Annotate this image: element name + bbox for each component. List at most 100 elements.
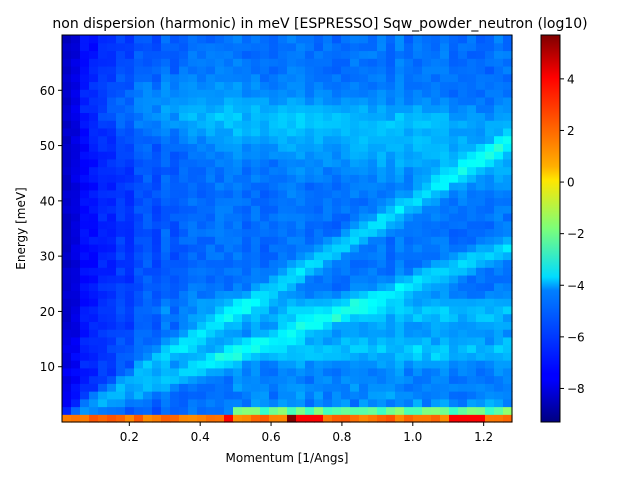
heatmap-cell: [206, 336, 216, 346]
heatmap-cell: [494, 251, 504, 261]
heatmap-cell: [467, 236, 477, 245]
heatmap-cell: [242, 414, 252, 423]
heatmap-cell: [332, 205, 342, 214]
heatmap-cell: [152, 112, 162, 121]
heatmap-cell: [323, 73, 333, 83]
heatmap-cell: [440, 236, 450, 245]
heatmap-cell: [386, 367, 396, 377]
heatmap-cell: [296, 290, 306, 299]
heatmap-cell: [440, 220, 450, 230]
heatmap-cell: [467, 50, 477, 59]
heatmap-cell: [89, 414, 99, 423]
heatmap-cell: [440, 35, 450, 44]
heatmap-cell: [134, 50, 144, 59]
heatmap-cell: [314, 166, 324, 175]
heatmap-cell: [458, 360, 468, 369]
heatmap-cell: [278, 182, 288, 191]
heatmap-cell: [395, 391, 405, 400]
heatmap-cell: [305, 367, 315, 377]
heatmap-cell: [359, 406, 369, 415]
heatmap-cell: [305, 259, 315, 268]
heatmap-cell: [494, 391, 504, 400]
heatmap-cell: [98, 259, 108, 268]
heatmap-cell: [269, 329, 279, 338]
heatmap-cell: [206, 174, 216, 183]
heatmap-cell: [107, 290, 117, 299]
heatmap-cell: [242, 50, 252, 59]
heatmap-cell: [467, 414, 477, 423]
heatmap-cell: [476, 383, 486, 392]
heatmap-cell: [134, 73, 144, 83]
heatmap-cell: [116, 414, 126, 423]
heatmap-cell: [89, 243, 99, 253]
heatmap-cell: [458, 267, 468, 276]
heatmap-cell: [260, 274, 270, 284]
heatmap-cell: [260, 360, 270, 369]
heatmap-cell: [242, 329, 252, 338]
heatmap-cell: [431, 50, 441, 59]
heatmap-cell: [323, 414, 333, 423]
heatmap-cell: [224, 42, 234, 52]
heatmap-cell: [251, 267, 261, 276]
heatmap-cell: [476, 290, 486, 299]
heatmap-cell: [116, 96, 126, 106]
heatmap-cell: [341, 65, 351, 75]
heatmap-cell: [269, 151, 279, 160]
heatmap-cell: [449, 58, 459, 67]
heatmap-cell: [377, 313, 387, 322]
heatmap-cell: [377, 197, 387, 206]
heatmap-cell: [422, 228, 432, 237]
heatmap-cell: [251, 143, 261, 152]
heatmap-cell: [71, 143, 81, 152]
heatmap-cell: [458, 383, 468, 392]
heatmap-cell: [503, 213, 513, 222]
heatmap-cell: [395, 267, 405, 276]
heatmap-cell: [242, 406, 252, 415]
heatmap-cell: [485, 367, 495, 377]
heatmap-cell: [125, 267, 135, 276]
heatmap-cell: [323, 96, 333, 106]
heatmap-cell: [224, 398, 234, 408]
heatmap-cell: [305, 383, 315, 392]
heatmap-cell: [206, 236, 216, 245]
heatmap-cell: [287, 127, 297, 137]
heatmap-cell: [449, 112, 459, 121]
heatmap-cell: [269, 360, 279, 369]
heatmap-cell: [494, 344, 504, 353]
heatmap-cell: [386, 251, 396, 261]
heatmap-cell: [323, 329, 333, 338]
heatmap-cell: [404, 65, 414, 75]
heatmap-cell: [449, 189, 459, 199]
heatmap-cell: [359, 58, 369, 67]
heatmap-cell: [161, 205, 171, 214]
heatmap-cell: [332, 360, 342, 369]
heatmap-cell: [116, 81, 126, 90]
heatmap-cell: [413, 73, 423, 83]
heatmap-cell: [431, 290, 441, 299]
heatmap-cell: [341, 305, 351, 315]
heatmap-cell: [359, 313, 369, 322]
heatmap-cell: [386, 398, 396, 408]
heatmap-cell: [458, 112, 468, 121]
heatmap-cell: [332, 375, 342, 384]
heatmap-cell: [494, 182, 504, 191]
heatmap-cell: [134, 35, 144, 44]
heatmap-cell: [161, 290, 171, 299]
heatmap-cell: [134, 189, 144, 199]
heatmap-cell: [62, 197, 72, 206]
heatmap-cell: [89, 383, 99, 392]
heatmap-cell: [386, 151, 396, 160]
heatmap-cell: [350, 336, 360, 346]
heatmap-cell: [503, 135, 513, 144]
heatmap-cell: [71, 259, 81, 268]
heatmap-cell: [386, 313, 396, 322]
heatmap-cell: [494, 65, 504, 75]
heatmap-cell: [341, 143, 351, 152]
heatmap-cell: [170, 352, 180, 361]
heatmap-cell: [323, 127, 333, 137]
heatmap-cell: [503, 414, 513, 423]
heatmap-cell: [494, 352, 504, 361]
heatmap-cell: [359, 236, 369, 245]
heatmap-cell: [80, 189, 90, 199]
heatmap-cell: [233, 367, 243, 377]
